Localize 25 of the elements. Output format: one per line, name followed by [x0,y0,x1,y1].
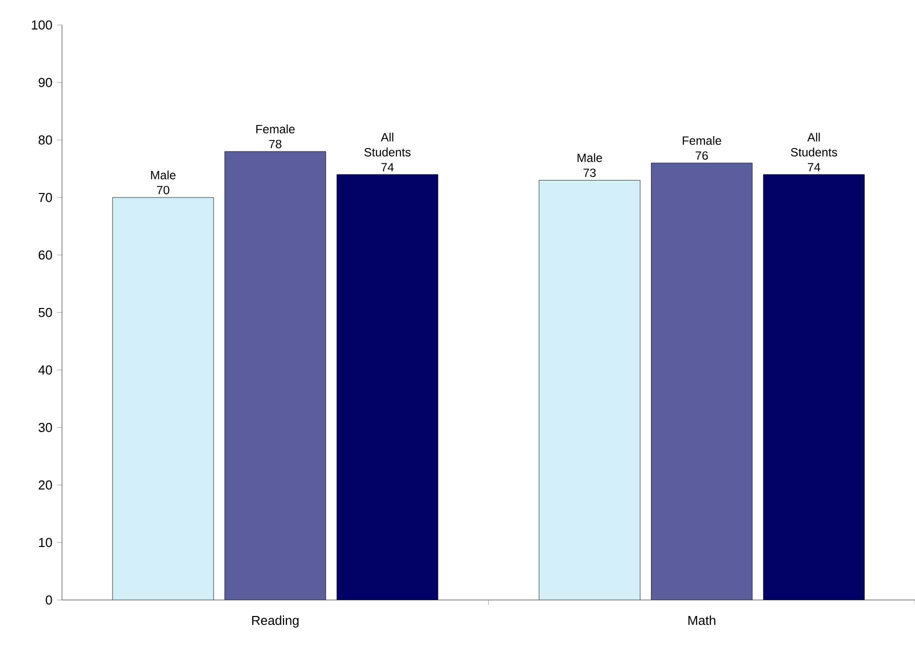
y-tick-label: 50 [38,308,52,318]
y-tick-label: 90 [38,78,52,88]
y-tick-label: 80 [38,135,52,145]
data-label: 70 [157,186,170,194]
y-tick-label: 70 [38,192,52,202]
x-tick-label: Math [688,615,716,626]
y-tick-label: 20 [38,480,52,490]
data-label: 74 [381,163,394,172]
data-label: 74 [808,163,820,172]
series-label: Female [256,124,295,134]
y-tick-label: 0 [46,595,52,605]
series-label: Male [151,170,176,180]
y-tick-label: 40 [38,365,52,375]
series-label: All Students [364,132,411,156]
y-tick-label: 60 [38,250,52,260]
text: All Students [790,132,838,156]
data-label: 73 [584,168,596,178]
x-tick-label: Reading [252,615,299,628]
data-label: 76 [696,151,708,160]
y-tick-label: 10 [39,538,52,548]
y-tick-label: 100 [32,20,52,30]
data-label: 78 [269,140,282,148]
text: Male [578,153,602,162]
y-tick-label: 30 [38,422,52,432]
text: Female [682,136,722,145]
